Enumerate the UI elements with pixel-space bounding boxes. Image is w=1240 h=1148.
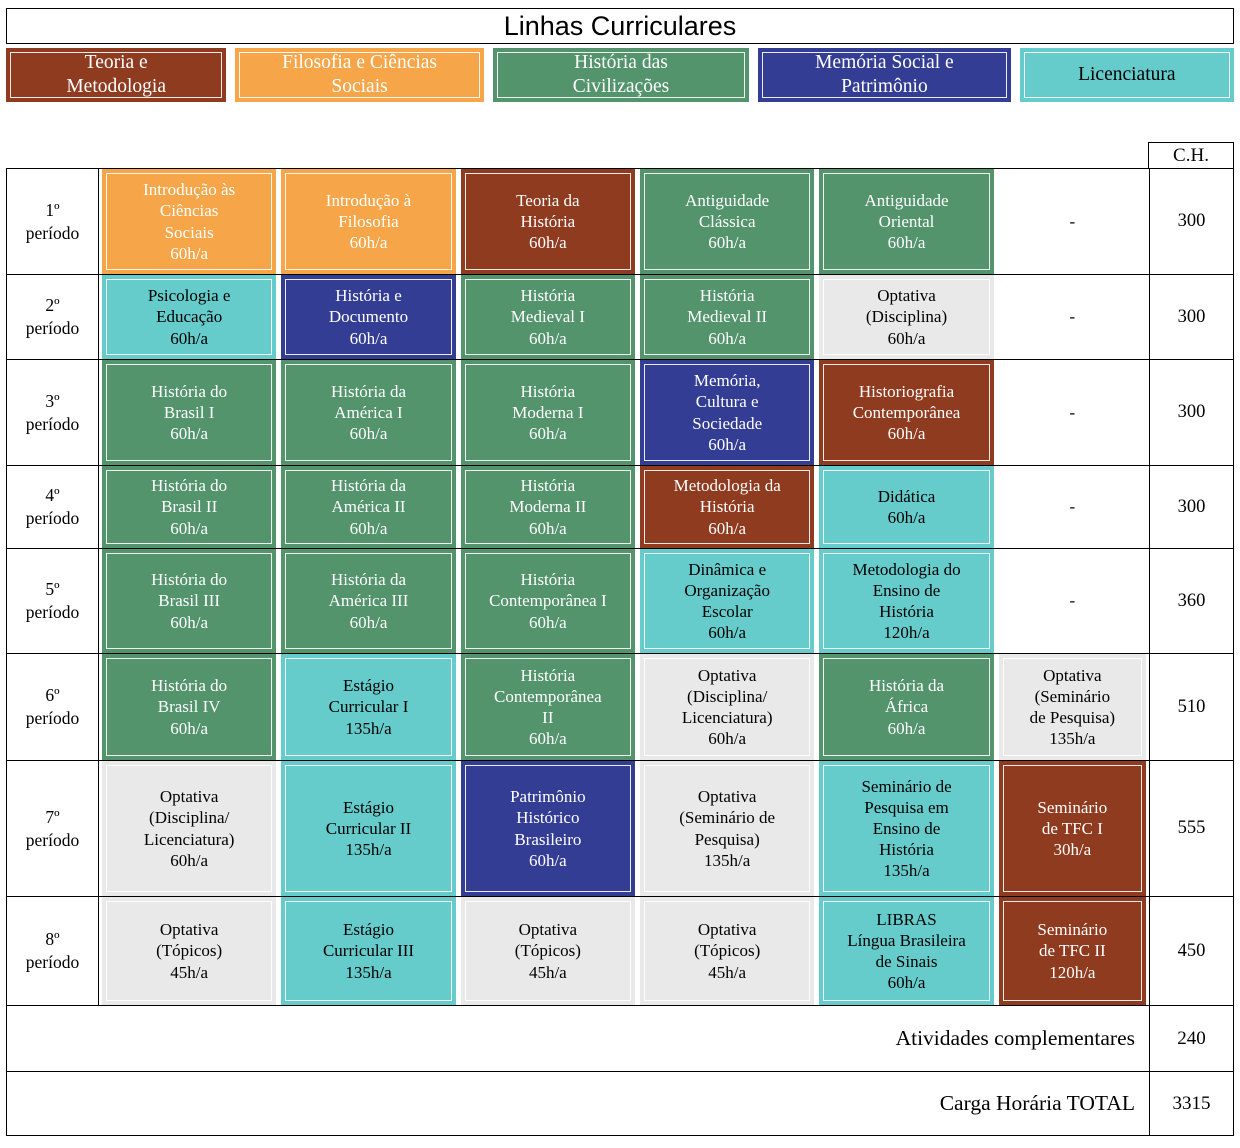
course-cell: História Medieval I 60h/a <box>460 275 636 359</box>
course-cell: Historiografia Contemporânea 60h/a <box>819 360 994 465</box>
course-cell: História da África 60h/a <box>819 654 994 760</box>
course-cell: Estágio Curricular I 135h/a <box>281 654 456 760</box>
period-row: 1º período Introdução às Ciências Sociais… <box>7 169 1233 274</box>
empty-slot: - <box>1069 211 1076 231</box>
ch-value: 300 <box>1149 466 1233 548</box>
period-row: 2º período Psicologia e Educação 60h/a His… <box>7 274 1233 359</box>
course-cell: Teoria da História 60h/a <box>460 169 636 274</box>
course-cell: Optativa (Tópicos) 45h/a <box>460 897 636 1005</box>
page-title: Linhas Curriculares <box>6 8 1234 44</box>
courses-area: Optativa (Tópicos) 45h/a Estágio Curricul… <box>99 897 1149 1005</box>
course-cell: História da América I 60h/a <box>281 360 456 465</box>
period-row: 4º período História do Brasil II 60h/a His… <box>7 465 1233 548</box>
course-cell: História do Brasil III 60h/a <box>102 549 277 653</box>
course-cell: História Contemporânea II 60h/a <box>460 654 636 760</box>
course-cell: Optativa (Disciplina/ Licenciatura) 60h/… <box>640 654 815 760</box>
empty-slot: - <box>1069 402 1076 422</box>
empty-slot: - <box>1069 307 1076 327</box>
course-cell: História da América III 60h/a <box>281 549 456 653</box>
footer-ch-value: 240 <box>1149 1006 1233 1071</box>
empty-slot: - <box>1069 497 1076 517</box>
course-cell: Dinâmica e Organização Escolar 60h/a <box>640 549 815 653</box>
period-label: 2º período <box>7 275 99 359</box>
ch-column-header: C.H. <box>1148 142 1234 169</box>
legend-item-filosofia: Filosofia e Ciências Sociais <box>235 48 484 102</box>
ch-header-row: C.H. <box>6 142 1234 169</box>
legend-item-historia: História das Civilizações <box>492 48 750 102</box>
ch-value: 300 <box>1149 169 1233 274</box>
footer-label: Atividades complementares <box>895 1026 1135 1050</box>
course-cell: Antiguidade Clássica 60h/a <box>640 169 815 274</box>
period-row: 6º período História do Brasil IV 60h/a Est… <box>7 653 1233 760</box>
course-cell: Patrimônio Histórico Brasileiro 60h/a <box>460 761 636 896</box>
course-cell: Estágio Curricular II 135h/a <box>281 761 456 896</box>
footer-row: Atividades complementares 240 <box>7 1005 1233 1071</box>
course-cell: Didática 60h/a <box>819 466 994 548</box>
period-label: 6º período <box>7 654 99 760</box>
course-cell: Optativa (Seminário de Pesquisa) 135h/a <box>640 761 815 896</box>
course-cell: Estágio Curricular III 135h/a <box>281 897 456 1005</box>
period-label: 3º período <box>7 360 99 465</box>
period-row: 7º período Optativa (Disciplina/ Licencia… <box>7 760 1233 896</box>
course-cell: História do Brasil I 60h/a <box>102 360 277 465</box>
course-cell: História Moderna II 60h/a <box>460 466 636 548</box>
course-cell: LIBRAS Língua Brasileira de Sinais 60h/a <box>819 897 994 1005</box>
footer-label: Carga Horária TOTAL <box>939 1091 1135 1115</box>
courses-area: Optativa (Disciplina/ Licenciatura) 60h/… <box>99 761 1149 896</box>
period-row: 8º período Optativa (Tópicos) 45h/a Estági… <box>7 896 1233 1005</box>
ch-value: 360 <box>1149 549 1233 653</box>
courses-area: História do Brasil I 60h/a História da Am… <box>99 360 1149 465</box>
course-cell: Introdução às Ciências Sociais 60h/a <box>102 169 277 274</box>
empty-slot: - <box>1069 591 1076 611</box>
legend-item-teoria: Teoria e Metodologia <box>6 48 227 102</box>
course-cell: História do Brasil II 60h/a <box>102 466 277 548</box>
course-cell: Optativa (Disciplina) 60h/a <box>819 275 994 359</box>
course-cell: Optativa (Seminário de Pesquisa) 135h/a <box>998 654 1146 760</box>
course-cell: Psicologia e Educação 60h/a <box>102 275 277 359</box>
course-cell: Introdução à Filosofia 60h/a <box>281 169 456 274</box>
period-label: 8º período <box>7 897 99 1005</box>
period-label: 5º período <box>7 549 99 653</box>
ch-value: 510 <box>1149 654 1233 760</box>
courses-area: Psicologia e Educação 60h/a História e Do… <box>99 275 1149 359</box>
legend-item-licenciatura: Licenciatura <box>1019 48 1234 102</box>
ch-value: 555 <box>1149 761 1233 896</box>
courses-area: Introdução às Ciências Sociais 60h/a Intr… <box>99 169 1149 274</box>
courses-area: História do Brasil IV 60h/a Estágio Curri… <box>99 654 1149 760</box>
course-cell: Seminário de Pesquisa em Ensino de Histó… <box>819 761 994 896</box>
course-cell: História Medieval II 60h/a <box>640 275 815 359</box>
course-cell: História da América II 60h/a <box>281 466 456 548</box>
course-cell: Optativa (Tópicos) 45h/a <box>102 897 277 1005</box>
ch-value: 300 <box>1149 360 1233 465</box>
course-cell: Metodologia do Ensino de História 120h/a <box>819 549 994 653</box>
courses-area: História do Brasil II 60h/a História da A… <box>99 466 1149 548</box>
ch-value: 450 <box>1149 897 1233 1005</box>
course-cell: História do Brasil IV 60h/a <box>102 654 277 760</box>
course-cell: Metodologia da História 60h/a <box>640 466 815 548</box>
course-cell: História Contemporânea I 60h/a <box>460 549 636 653</box>
courses-area: História do Brasil III 60h/a História da … <box>99 549 1149 653</box>
course-cell: História e Documento 60h/a <box>281 275 456 359</box>
ch-value: 300 <box>1149 275 1233 359</box>
course-cell: História Moderna I 60h/a <box>460 360 636 465</box>
period-row: 5º período História do Brasil III 60h/a Hi… <box>7 548 1233 653</box>
curriculum-grid: 1º período Introdução às Ciências Sociais… <box>6 168 1234 1136</box>
footer-ch-value: 3315 <box>1149 1072 1233 1135</box>
period-row: 3º período História do Brasil I 60h/a Hist… <box>7 359 1233 465</box>
course-cell: Optativa (Disciplina/ Licenciatura) 60h/… <box>102 761 277 896</box>
footer-row: Carga Horária TOTAL 3315 <box>7 1071 1233 1135</box>
period-label: 4º período <box>7 466 99 548</box>
legend-item-memoria: Memória Social e Patrimônio <box>758 48 1011 102</box>
legend: Teoria e Metodologia Filosofia e Ciências… <box>6 48 1234 102</box>
period-label: 7º período <box>7 761 99 896</box>
course-cell: Memória, Cultura e Sociedade 60h/a <box>640 360 815 465</box>
course-cell: Antiguidade Oriental 60h/a <box>819 169 994 274</box>
course-cell: Seminário de TFC II 120h/a <box>998 897 1146 1005</box>
course-cell: Seminário de TFC I 30h/a <box>998 761 1146 896</box>
course-cell: Optativa (Tópicos) 45h/a <box>640 897 815 1005</box>
period-label: 1º período <box>7 169 99 274</box>
